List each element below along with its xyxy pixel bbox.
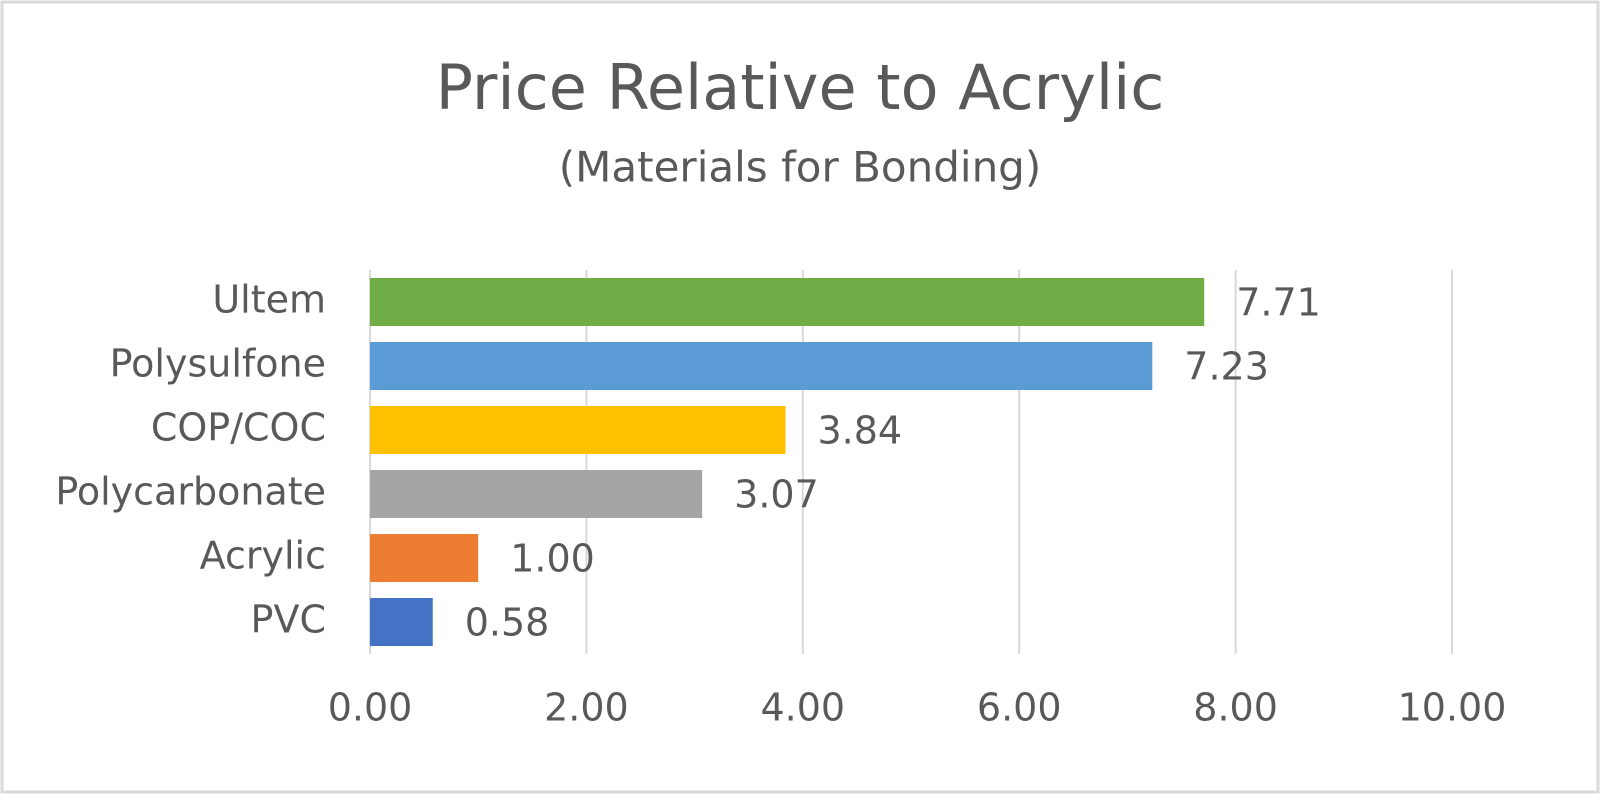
x-tick-label: 6.00	[977, 686, 1062, 730]
x-tick-label: 4.00	[760, 686, 845, 730]
data-label: 7.71	[1236, 281, 1321, 325]
y-tick-label: COP/COC	[151, 406, 326, 450]
data-label: 3.07	[734, 473, 819, 517]
y-tick-label: Acrylic	[200, 534, 326, 578]
bar	[370, 470, 703, 518]
y-tick-label: Ultem	[212, 278, 326, 322]
data-label: 0.58	[465, 601, 550, 645]
bar	[370, 406, 786, 454]
x-tick-label: 2.00	[544, 686, 629, 730]
data-label: 3.84	[817, 409, 902, 453]
x-tick-label: 10.00	[1398, 686, 1507, 730]
bar	[370, 342, 1153, 390]
data-label: 1.00	[510, 537, 595, 581]
bar	[370, 534, 479, 582]
bar	[370, 278, 1205, 326]
chart-title: Price Relative to Acrylic	[436, 51, 1165, 124]
data-label: 7.23	[1184, 345, 1269, 389]
y-tick-label: Polycarbonate	[55, 470, 326, 514]
bar	[370, 598, 433, 646]
x-tick-label: 0.00	[328, 686, 413, 730]
y-tick-label: Polysulfone	[110, 342, 326, 386]
y-tick-label: PVC	[251, 598, 326, 642]
chart-subtitle: (Materials for Bonding)	[559, 143, 1041, 192]
x-tick-label: 8.00	[1193, 686, 1278, 730]
